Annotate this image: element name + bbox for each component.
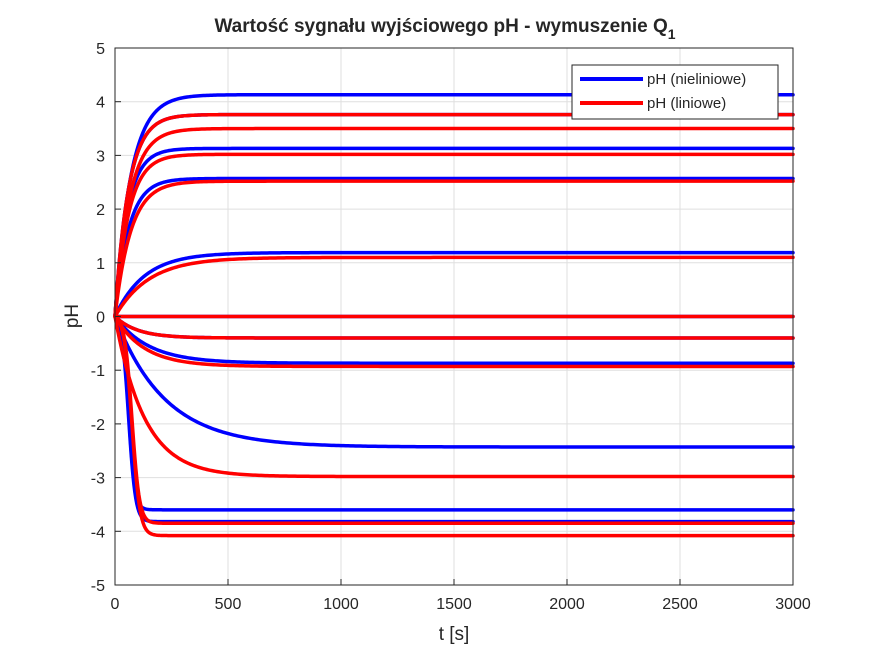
legend-label-nonlinear: pH (nieliniowe) — [647, 71, 746, 88]
chart-title: Wartość sygnału wyjściowego pH - wymusze… — [214, 16, 675, 42]
y-tick-label: -1 — [91, 363, 105, 380]
legend-label-linear: pH (liniowe) — [647, 95, 726, 112]
ticks: 0 500 1000 1500 2000 2500 3000 5 4 3 2 1 0 -1 -2 -3 -4 -5 — [91, 41, 811, 613]
y-tick-label: 4 — [96, 95, 105, 112]
series-line-nonlinear — [113, 314, 795, 449]
y-tick-label: 2 — [96, 202, 105, 219]
series-line-linear — [113, 255, 795, 319]
x-tick-label: 0 — [111, 596, 120, 613]
x-tick-label: 3000 — [775, 596, 811, 613]
y-tick-label: -3 — [91, 471, 105, 488]
x-tick-label: 500 — [215, 596, 242, 613]
legend: pH (nieliniowe) pH (liniowe) — [571, 64, 779, 120]
x-tick-label: 1500 — [436, 596, 472, 613]
series-line-linear — [113, 314, 795, 369]
x-tick-label: 2000 — [549, 596, 585, 613]
y-tick-label: -5 — [91, 578, 105, 595]
series-line-linear — [113, 314, 795, 525]
y-tick-label: 1 — [96, 256, 105, 273]
series-line-linear — [113, 314, 795, 479]
series-line-linear — [113, 126, 795, 319]
series-line-nonlinear — [113, 314, 795, 512]
y-tick-label: 0 — [96, 310, 105, 327]
series-line-linear — [113, 314, 795, 538]
y-tick-label: 3 — [96, 148, 105, 165]
series-line-nonlinear — [113, 314, 795, 365]
series-line-nonlinear — [113, 250, 795, 319]
y-tick-label: -4 — [91, 524, 105, 541]
y-tick-label: -2 — [91, 417, 105, 434]
series-line-nonlinear — [113, 146, 795, 319]
series-line-nonlinear — [113, 176, 795, 319]
x-axis-label: t [s] — [439, 624, 470, 645]
legend-box — [571, 64, 779, 120]
series-line-linear — [113, 314, 795, 340]
series-line-linear — [113, 152, 795, 319]
y-axis-label: pH — [62, 304, 83, 328]
series-line-linear — [113, 179, 795, 319]
y-tick-label: 5 — [96, 41, 105, 58]
x-tick-label: 1000 — [323, 596, 359, 613]
x-tick-label: 2500 — [662, 596, 698, 613]
